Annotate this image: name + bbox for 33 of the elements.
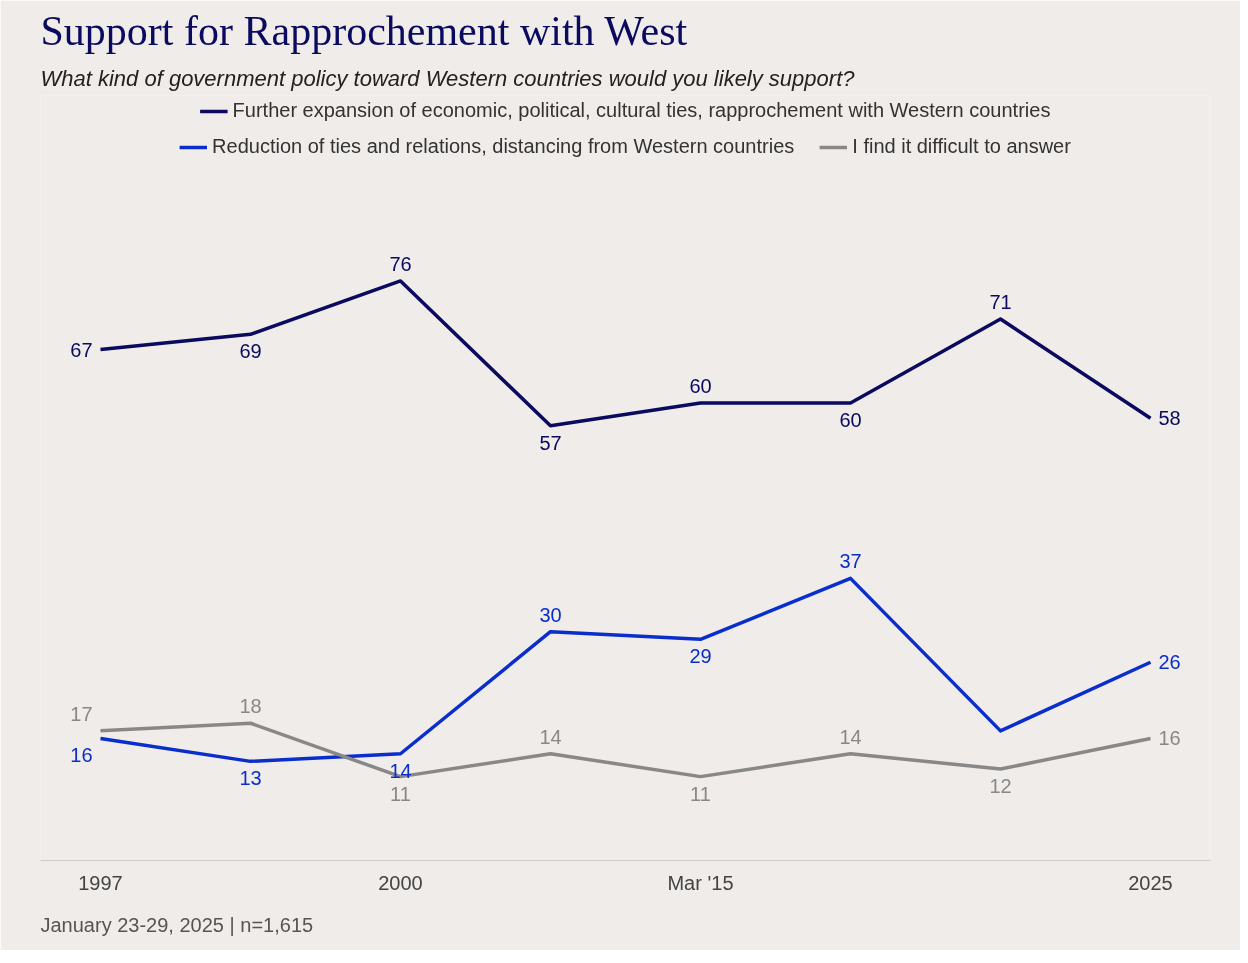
x-tick-label: 2025 [1128,871,1173,894]
data-label: 18 [239,695,262,718]
data-label: 60 [689,374,712,397]
data-label: 57 [539,431,562,454]
x-tick-label: 2000 [378,871,423,894]
chart-subtitle: What kind of government policy toward Western countries would you likely support? [40,65,856,91]
data-label: 30 [539,603,562,626]
data-label: 13 [239,767,262,790]
chart-title: Support for Rapprochement with West [40,7,688,54]
data-label: 60 [839,408,862,431]
legend-label: Reduction of ties and relations, distancing from Western countries [212,135,795,158]
data-label: 26 [1158,651,1181,674]
data-label: 58 [1158,407,1181,430]
data-label: 37 [839,550,862,573]
legend-label: I find it difficult to answer [852,135,1071,158]
data-label: 14 [539,725,562,748]
text: January 23-29, 2025 | n=1,615 [40,913,314,936]
data-label: 29 [689,645,712,668]
data-label: 71 [989,291,1012,314]
data-label: 11 [390,782,411,805]
x-tick-label: Mar '15 [667,871,734,894]
data-label: 67 [70,338,93,361]
data-label: 11 [690,782,711,805]
data-label: 14 [389,759,412,782]
x-tick-label: 1997 [78,871,123,894]
data-label: 16 [70,744,93,767]
data-label: 12 [989,774,1012,797]
data-label: 17 [70,702,93,725]
data-label: 69 [239,340,262,363]
data-label: 76 [389,252,412,275]
legend-label: Further expansion of economic, political, cultural ties, rapprochement with Western countries [232,99,1051,122]
data-label: 16 [1158,727,1181,750]
data-label: 14 [839,725,862,748]
